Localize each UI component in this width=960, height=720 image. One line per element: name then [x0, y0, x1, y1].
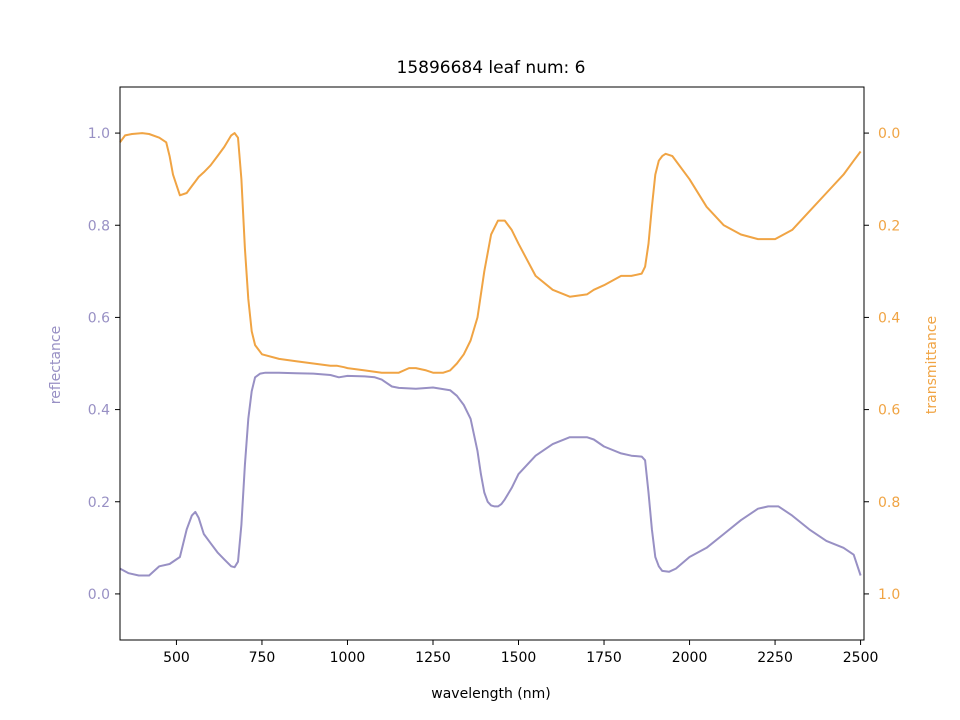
- chart-title: 15896684 leaf num: 6: [397, 58, 586, 78]
- y-left-tick-label: 0.0: [88, 587, 110, 603]
- series-line-transmittance: [119, 132, 862, 374]
- series-line-reflectance: [119, 371, 862, 577]
- y-axis-right: 0.0 0.2 0.4 0.6 0.8 1.0: [864, 126, 900, 603]
- y-axis-left-label: reflectance: [48, 326, 64, 404]
- x-axis-label: wavelength (nm): [431, 686, 550, 702]
- y-right-tick-label: 0.8: [878, 495, 900, 511]
- x-tick-label: 1000: [330, 650, 366, 666]
- y-right-tick-label: 0.0: [878, 126, 900, 142]
- y-axis-right-label: transmittance: [924, 316, 940, 414]
- x-axis: 500 750 1000 1250 1500 1750 2000 2250 2500: [163, 640, 878, 666]
- y-left-tick-label: 0.6: [88, 310, 110, 326]
- x-tick-label: 2000: [672, 650, 708, 666]
- series-layer: [119, 132, 862, 577]
- y-left-tick-label: 0.2: [88, 495, 110, 511]
- plot-frame: [119, 86, 865, 641]
- y-left-tick-label: 1.0: [88, 126, 110, 142]
- y-right-tick-label: 0.2: [878, 218, 900, 234]
- x-tick-label: 1750: [586, 650, 622, 666]
- x-tick-label: 2500: [843, 650, 879, 666]
- x-tick-label: 750: [249, 650, 276, 666]
- x-tick-label: 1500: [501, 650, 537, 666]
- x-tick-label: 1250: [415, 650, 451, 666]
- y-axis-left: 0.0 0.2 0.4 0.6 0.8 1.0: [88, 126, 120, 603]
- y-right-tick-label: 0.6: [878, 403, 900, 419]
- y-right-tick-label: 0.4: [878, 310, 900, 326]
- y-left-tick-label: 0.8: [88, 218, 110, 234]
- y-right-tick-label: 1.0: [878, 587, 900, 603]
- x-tick-label: 500: [163, 650, 190, 666]
- x-tick-label: 2250: [757, 650, 793, 666]
- y-left-tick-label: 0.4: [88, 403, 110, 419]
